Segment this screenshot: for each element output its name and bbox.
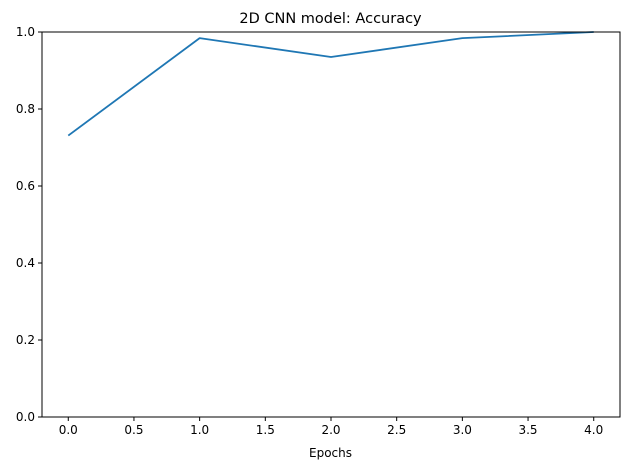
y-tick-label: 0.8 xyxy=(16,102,35,116)
chart-title: 2D CNN model: Accuracy xyxy=(239,11,422,27)
x-tick-label: 1.5 xyxy=(256,423,275,437)
y-tick-label: 0.0 xyxy=(16,410,35,424)
x-axis-label: Epochs xyxy=(309,446,352,460)
x-tick-label: 1.0 xyxy=(190,423,209,437)
x-tick-label: 0.0 xyxy=(59,423,78,437)
y-axis-ticks: 0.0 0.2 0.4 0.6 0.8 1.0 xyxy=(16,25,42,424)
y-tick-label: 0.6 xyxy=(16,179,35,193)
y-tick-label: 0.2 xyxy=(16,333,35,347)
axes-frame xyxy=(41,31,621,418)
y-tick-label: 1.0 xyxy=(16,25,35,39)
accuracy-series-line xyxy=(67,31,594,137)
x-axis-ticks: 0.0 0.5 1.0 1.5 2.0 2.5 3.0 3.5 4.0 xyxy=(59,417,603,437)
x-tick-label: 3.0 xyxy=(453,423,472,437)
x-tick-label: 3.5 xyxy=(518,423,537,437)
y-tick-label: 0.4 xyxy=(16,256,35,270)
x-tick-label: 2.5 xyxy=(387,423,406,437)
x-tick-label: 4.0 xyxy=(584,423,603,437)
x-tick-label: 2.0 xyxy=(321,423,340,437)
x-tick-label: 0.5 xyxy=(124,423,143,437)
series-layer xyxy=(67,31,594,137)
